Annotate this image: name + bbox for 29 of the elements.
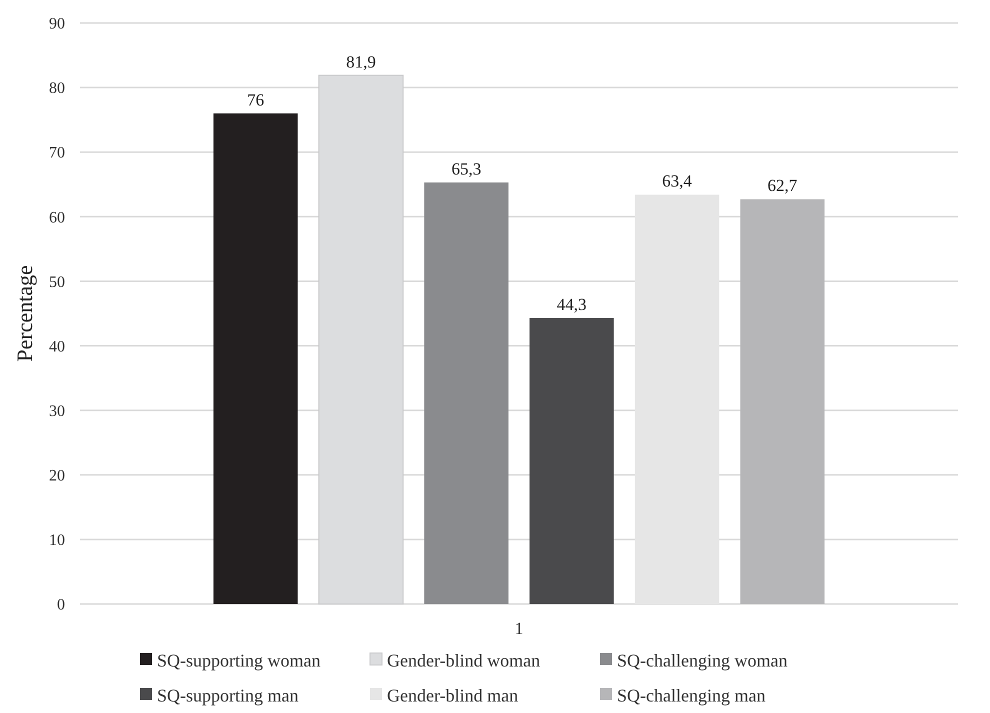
y-axis-title: Percentage [12,265,37,362]
bar [740,199,825,604]
y-tick-label: 50 [49,274,65,291]
bar [530,318,614,604]
legend-label: SQ-supporting woman [157,650,320,670]
bar [424,182,508,604]
data-label: 63,4 [662,172,692,191]
x-tick-label: 1 [514,619,524,638]
y-tick-label: 60 [49,209,65,226]
bar [213,113,298,604]
legend-label: Gender-blind woman [387,650,540,670]
bar [634,194,720,604]
y-tick-label: 30 [49,402,65,420]
y-tick-label: 80 [49,80,65,98]
y-tick-label: 0 [57,596,65,614]
legend-label: Gender-blind man [387,685,518,706]
y-tick-label: 90 [49,16,65,33]
y-tick-label: 70 [49,144,65,162]
y-tick-label: 10 [49,532,65,550]
data-label: 62,7 [768,176,798,196]
data-label: 65,3 [451,159,482,178]
data-label: 44,3 [556,295,587,314]
legend-label: SQ-challenging man [617,685,766,706]
y-tick-label: 40 [49,338,65,356]
data-label: 81,9 [346,52,376,72]
legend-label: SQ-challenging woman [617,650,788,670]
legend-label: SQ-supporting man [157,685,298,706]
y-tick-label: 20 [49,467,65,484]
data-label: 76 [247,90,264,110]
